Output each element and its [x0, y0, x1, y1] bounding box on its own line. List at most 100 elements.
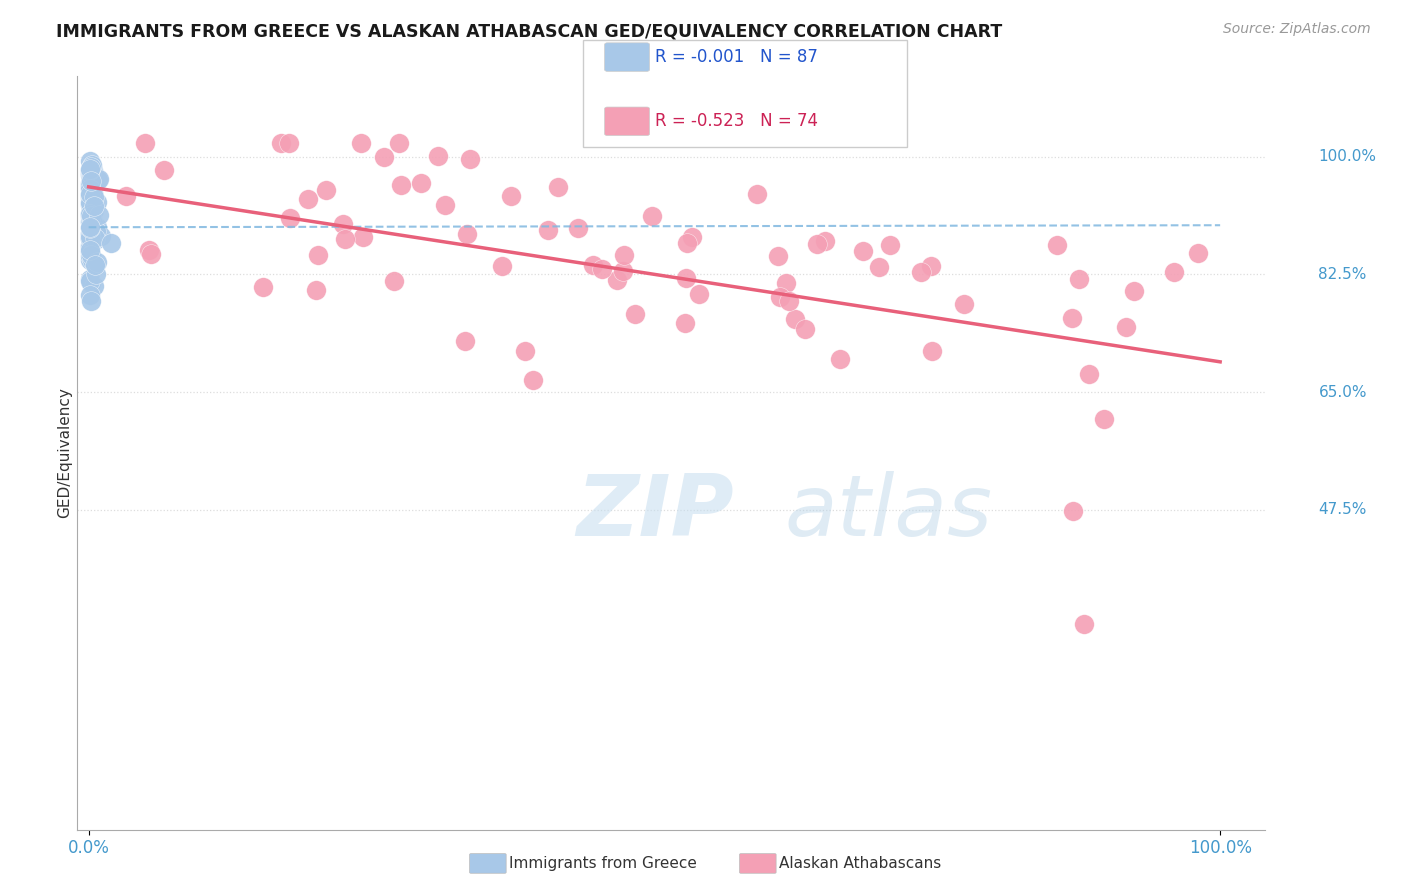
Point	[79, 205, 101, 219]
Point	[499, 188, 522, 202]
Point	[79, 221, 101, 235]
Point	[82, 164, 104, 178]
Point	[458, 153, 481, 167]
Point	[778, 293, 800, 308]
Y-axis label: GED/Equivalency: GED/Equivalency	[56, 387, 72, 518]
Point	[79, 176, 101, 190]
Point	[79, 163, 101, 178]
Point	[688, 287, 710, 301]
Point	[775, 276, 797, 290]
Point	[79, 240, 101, 254]
Point	[84, 231, 107, 245]
Point	[513, 343, 536, 358]
Point	[1069, 272, 1091, 286]
Point	[79, 243, 101, 257]
Text: Alaskan Athabascans: Alaskan Athabascans	[779, 856, 941, 871]
Point	[297, 192, 319, 206]
Text: Immigrants from Greece: Immigrants from Greece	[509, 856, 697, 871]
Point	[79, 231, 101, 245]
Point	[82, 202, 104, 217]
Point	[114, 189, 136, 203]
Point	[79, 207, 101, 221]
Point	[389, 178, 412, 192]
Point	[624, 307, 647, 321]
Point	[953, 296, 976, 310]
Point	[141, 247, 163, 261]
Point	[87, 173, 110, 187]
Point	[79, 226, 101, 240]
Point	[84, 224, 107, 238]
Point	[79, 182, 101, 196]
Text: 100.0%: 100.0%	[1319, 149, 1376, 164]
Point	[768, 290, 790, 304]
Point	[79, 215, 101, 229]
Point	[537, 223, 560, 237]
Point	[79, 274, 101, 288]
Point	[606, 273, 628, 287]
Point	[79, 167, 101, 181]
Point	[82, 199, 104, 213]
Point	[350, 136, 373, 150]
Point	[673, 316, 696, 330]
Point	[920, 259, 942, 273]
Point	[83, 202, 105, 217]
Point	[433, 198, 456, 212]
Point	[454, 334, 477, 348]
Point	[879, 237, 901, 252]
Point	[79, 187, 101, 202]
Point	[547, 180, 569, 194]
Point	[80, 252, 103, 267]
Point	[87, 172, 110, 186]
Text: 82.5%: 82.5%	[1319, 267, 1367, 282]
Point	[86, 195, 108, 210]
Point	[79, 153, 101, 168]
Point	[1187, 246, 1209, 260]
Point	[1062, 504, 1084, 518]
Point	[411, 176, 433, 190]
Point	[522, 373, 544, 387]
Point	[80, 160, 103, 174]
Point	[910, 265, 932, 279]
Text: IMMIGRANTS FROM GREECE VS ALASKAN ATHABASCAN GED/EQUIVALENCY CORRELATION CHART: IMMIGRANTS FROM GREECE VS ALASKAN ATHABA…	[56, 22, 1002, 40]
Point	[315, 183, 337, 197]
Point	[79, 214, 101, 228]
Point	[79, 232, 101, 246]
Point	[79, 169, 101, 183]
Point	[153, 162, 176, 177]
Point	[80, 184, 103, 198]
Point	[82, 169, 104, 184]
Point	[80, 180, 103, 194]
Point	[86, 255, 108, 269]
Point	[79, 167, 101, 181]
Point	[80, 277, 103, 291]
Point	[868, 260, 890, 274]
Point	[828, 352, 851, 367]
Point	[79, 206, 101, 220]
Point	[83, 190, 105, 204]
Point	[1123, 285, 1146, 299]
Point	[82, 158, 104, 172]
Point	[80, 209, 103, 223]
Point	[1060, 310, 1083, 325]
Point	[79, 230, 101, 244]
Point	[79, 198, 101, 212]
Point	[79, 194, 101, 209]
Point	[270, 136, 292, 150]
Point	[79, 227, 101, 242]
Text: Source: ZipAtlas.com: Source: ZipAtlas.com	[1223, 22, 1371, 37]
Point	[307, 248, 329, 262]
Point	[278, 136, 301, 150]
Point	[79, 244, 101, 259]
Point	[1092, 412, 1115, 426]
Point	[83, 258, 105, 272]
Point	[612, 264, 634, 278]
Point	[785, 312, 807, 326]
Text: R = -0.523   N = 74: R = -0.523 N = 74	[655, 112, 818, 130]
Point	[79, 163, 101, 178]
Point	[1077, 367, 1099, 381]
Text: 65.0%: 65.0%	[1319, 384, 1367, 400]
Point	[79, 191, 101, 205]
Point	[82, 186, 104, 201]
Point	[814, 234, 837, 248]
Point	[352, 230, 374, 244]
